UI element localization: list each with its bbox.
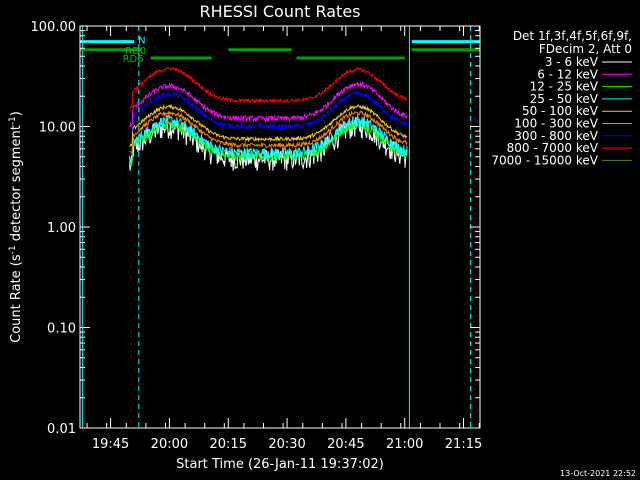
ticks-layer: 100.00 10.00 1.00 0.10 0.01 19:45 20:00 20:15 20… (31, 20, 483, 452)
legend-label: 6 - 12 keV (537, 67, 599, 81)
y-axis-label: Count Rate (s-1 detector segment-1) (8, 111, 24, 343)
y-tick-label: 10.00 (39, 121, 76, 136)
series-line-300-800keV (129, 90, 408, 134)
y-tick-label: 100.00 (31, 20, 77, 35)
plot-frame (79, 25, 481, 429)
series-line-6-12keV (129, 80, 408, 128)
night-segment-label: N (138, 36, 145, 47)
series-line-100-300keV (129, 110, 408, 153)
x-tick-label: 20:30 (268, 437, 305, 452)
legend: Det 1f,3f,4f,5f,6f,9f, FDecim 2, Att 0 3… (491, 29, 632, 167)
series-line-800-7000keV (129, 66, 408, 110)
legend-label: 3 - 6 keV (545, 55, 599, 69)
y-axis-label-sup1: -1 (8, 245, 18, 254)
attenuator-segment-label: RD0 (125, 46, 146, 57)
y-axis-label-end: ) (9, 111, 24, 116)
legend-label: 800 - 7000 keV (507, 141, 599, 155)
series-line-50-100keV (129, 103, 408, 147)
legend-header-line1: Det 1f,3f,4f,5f,6f,9f, (513, 29, 632, 43)
x-tick-label: 21:00 (386, 437, 423, 452)
legend-label: 100 - 300 keV (514, 117, 598, 131)
y-tick-label: 0.10 (47, 322, 76, 337)
x-tick-label: 20:00 (151, 437, 188, 452)
legend-label: 50 - 100 keV (522, 104, 599, 118)
legend-label: 300 - 800 keV (514, 129, 598, 143)
series-layer (128, 66, 408, 171)
y-tick-label: 0.01 (47, 422, 76, 437)
series-line-25-50keV (128, 114, 408, 164)
legend-label: 25 - 50 keV (530, 92, 599, 106)
x-axis-label: Start Time (26-Jan-11 19:37:02) (176, 457, 384, 472)
x-tick-label: 20:45 (327, 437, 364, 452)
y-tick-label: 1.00 (47, 221, 76, 236)
attenuator-segment-label: RD6 (123, 54, 144, 65)
y-axis-label-mid: detector segment (9, 125, 24, 245)
legend-header-line2: FDecim 2, Att 0 (539, 42, 632, 56)
x-tick-label: 20:15 (210, 437, 247, 452)
x-tick-label: 21:15 (445, 437, 482, 452)
y-axis-label-main: Count Rate (s (9, 254, 24, 343)
y-axis-label-sup2: -1 (8, 116, 18, 125)
chart-title: RHESSI Count Rates (200, 2, 361, 21)
x-tick-label: 19:45 (92, 437, 129, 452)
legend-label: 7000 - 15000 keV (491, 153, 598, 167)
legend-label: 12 - 25 keV (530, 80, 599, 94)
timestamp: 13-Oct-2021 22:52 (560, 469, 636, 478)
